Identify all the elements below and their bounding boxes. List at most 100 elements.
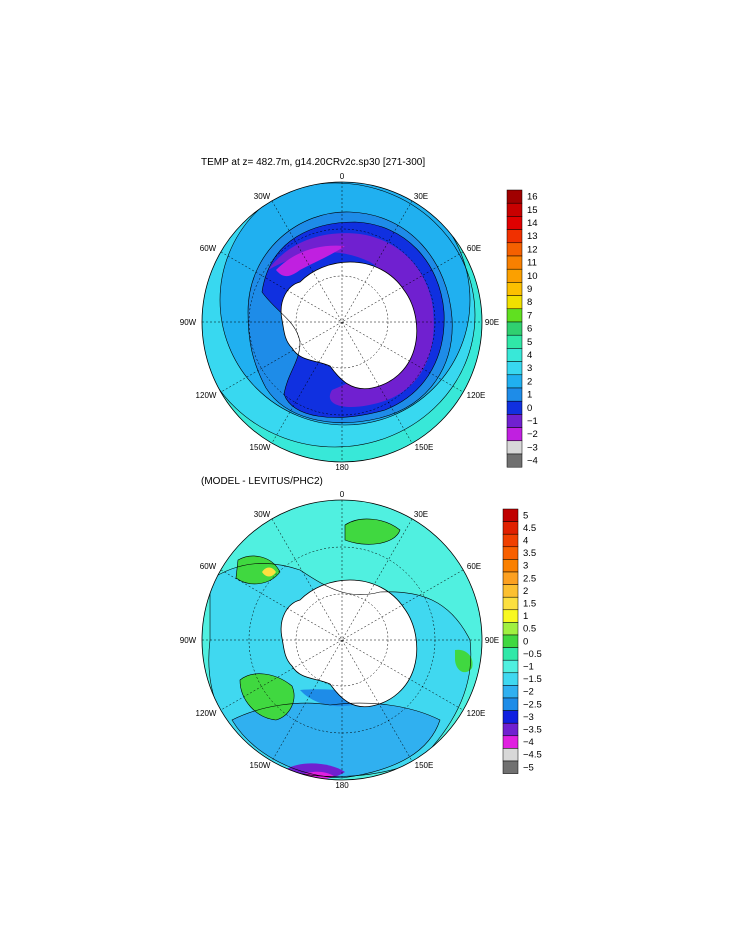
colorbar-cell [502, 546, 519, 560]
graticule [202, 182, 482, 462]
colorbar-tick-label: 12 [527, 244, 538, 255]
colorbar-cell [502, 722, 519, 737]
colorbar-cell [506, 189, 523, 204]
positive-anomaly-east [455, 649, 473, 673]
colorbar-tick-label: −1.5 [523, 674, 542, 685]
colorbar-cell [506, 202, 523, 217]
colorbar-tick-label: 0.5 [523, 624, 536, 635]
lon-label-90e: 90E [485, 318, 499, 327]
colorbar-tick-label: 7 [527, 310, 532, 321]
lon-label-0-b: 0 [340, 490, 345, 499]
colorbar-cell [506, 216, 523, 230]
antarctica-bottom [280, 579, 418, 708]
colorbar-tick-label: −3 [523, 712, 534, 723]
colorbar-tick-label: 1 [523, 611, 528, 622]
colorbar-cell [506, 308, 523, 323]
map-temperature [202, 182, 482, 462]
colorbar-tick-label: −0.5 [523, 649, 542, 660]
field-minus1 [276, 245, 345, 277]
colorbar-cell [506, 387, 523, 402]
colorbar-tick-label: 4 [527, 350, 532, 361]
colorbar-tick-label: −1 [527, 416, 538, 427]
colorbar-cell [506, 334, 523, 349]
lon-label-120w-b: 120W [196, 709, 217, 718]
colorbar-tick-label: 10 [527, 271, 538, 282]
colorbar-cell [502, 571, 519, 585]
colorbar-tick-label: 0 [523, 636, 528, 647]
colorbar-difference: 5 4.5 43.5 32.5 2 1.51 0.50 −0.5 −1−1.5 −2−2.5 −3 −… [502, 508, 542, 774]
colorbar-tick-label: −5 [523, 762, 534, 773]
colorbar-cell [506, 348, 523, 362]
colorbar-cell [502, 760, 519, 774]
colorbar-cell [506, 361, 523, 376]
colorbar-cell [506, 440, 523, 455]
colorbar-tick-label: 9 [527, 284, 532, 295]
colorbar-tick-label: 11 [527, 258, 537, 269]
contour-lines [202, 182, 476, 448]
graticule-bottom [202, 500, 482, 780]
colorbar-tick-label: 1 [527, 390, 532, 401]
colorbar-cell [506, 453, 523, 468]
lon-label-30e-b: 30E [414, 510, 428, 519]
colorbar-cell [502, 634, 519, 648]
lon-label-60e-b: 60E [467, 562, 481, 571]
colorbar-cell [502, 533, 519, 548]
positive-anomaly-north [345, 518, 400, 545]
map-border-bottom [201, 499, 483, 781]
colorbar-cell [502, 697, 519, 711]
colorbar-tick-label: 0 [527, 403, 532, 414]
colorbar-cell [506, 282, 523, 296]
positive-anomaly-northwest [236, 556, 280, 584]
colorbar-cell [506, 229, 523, 244]
colorbar-tick-label: 4.5 [523, 523, 536, 534]
colorbar-tick-label: 15 [527, 205, 538, 216]
colorbar-cell [506, 427, 523, 442]
antarctica [280, 261, 418, 390]
lon-label-90w-b: 90W [180, 636, 197, 645]
colorbar-tick-label: 5 [527, 337, 532, 348]
lon-label-90w: 90W [180, 318, 197, 327]
colorbar-tick-label: 2.5 [523, 573, 536, 584]
lon-label-180: 180 [335, 463, 349, 472]
field-minus1.5-minus2 [232, 703, 440, 778]
lon-label-30w-b: 30W [254, 510, 271, 519]
colorbar-tick-label: −3.5 [523, 725, 542, 736]
colorbar-tick-label: 14 [527, 218, 538, 229]
colorbar-tick-label: −4.5 [523, 750, 542, 761]
colorbar-tick-label: 6 [527, 324, 532, 335]
colorbar-cell [506, 414, 523, 428]
positive-anomaly-peak [262, 567, 276, 577]
colorbar-cell [502, 748, 519, 762]
colorbar-cell [506, 400, 523, 415]
lon-label-120w: 120W [196, 391, 217, 400]
colorbar-cell [506, 268, 523, 283]
colorbar-cell [502, 622, 519, 636]
lon-label-150e: 150E [415, 443, 434, 452]
lon-label-90e-b: 90E [485, 636, 499, 645]
colorbar-cell [506, 374, 523, 389]
colorbar-cell [506, 321, 523, 336]
colorbar-tick-label: −2 [523, 687, 534, 698]
lon-label-180-b: 180 [335, 781, 349, 790]
colorbar-tick-label: −2 [527, 429, 538, 440]
colorbar-tick-label: 16 [527, 192, 538, 203]
colorbar-tick-label: −4 [523, 737, 534, 748]
lon-label-150w: 150W [250, 443, 271, 452]
colorbar-cell [502, 609, 519, 623]
colorbar-cell [502, 584, 519, 598]
colorbar-tick-label: −1 [523, 662, 534, 673]
colorbar-tick-label: −2.5 [523, 699, 542, 710]
colorbar-tick-label: −3 [527, 442, 538, 453]
colorbar-cell [506, 255, 523, 270]
colorbar-cell [502, 508, 519, 522]
lon-label-150e-b: 150E [415, 761, 434, 770]
panel-title-temp: TEMP at z= 482.7m, g14.20CRv2c.sp30 [271… [201, 157, 426, 168]
lon-label-60e: 60E [467, 244, 481, 253]
positive-anomaly-west [240, 673, 295, 720]
colorbar-cell [506, 295, 523, 310]
colorbar-tick-label: 4 [523, 536, 528, 547]
lon-label-30w: 30W [254, 192, 271, 201]
colorbar-cell [502, 672, 519, 686]
